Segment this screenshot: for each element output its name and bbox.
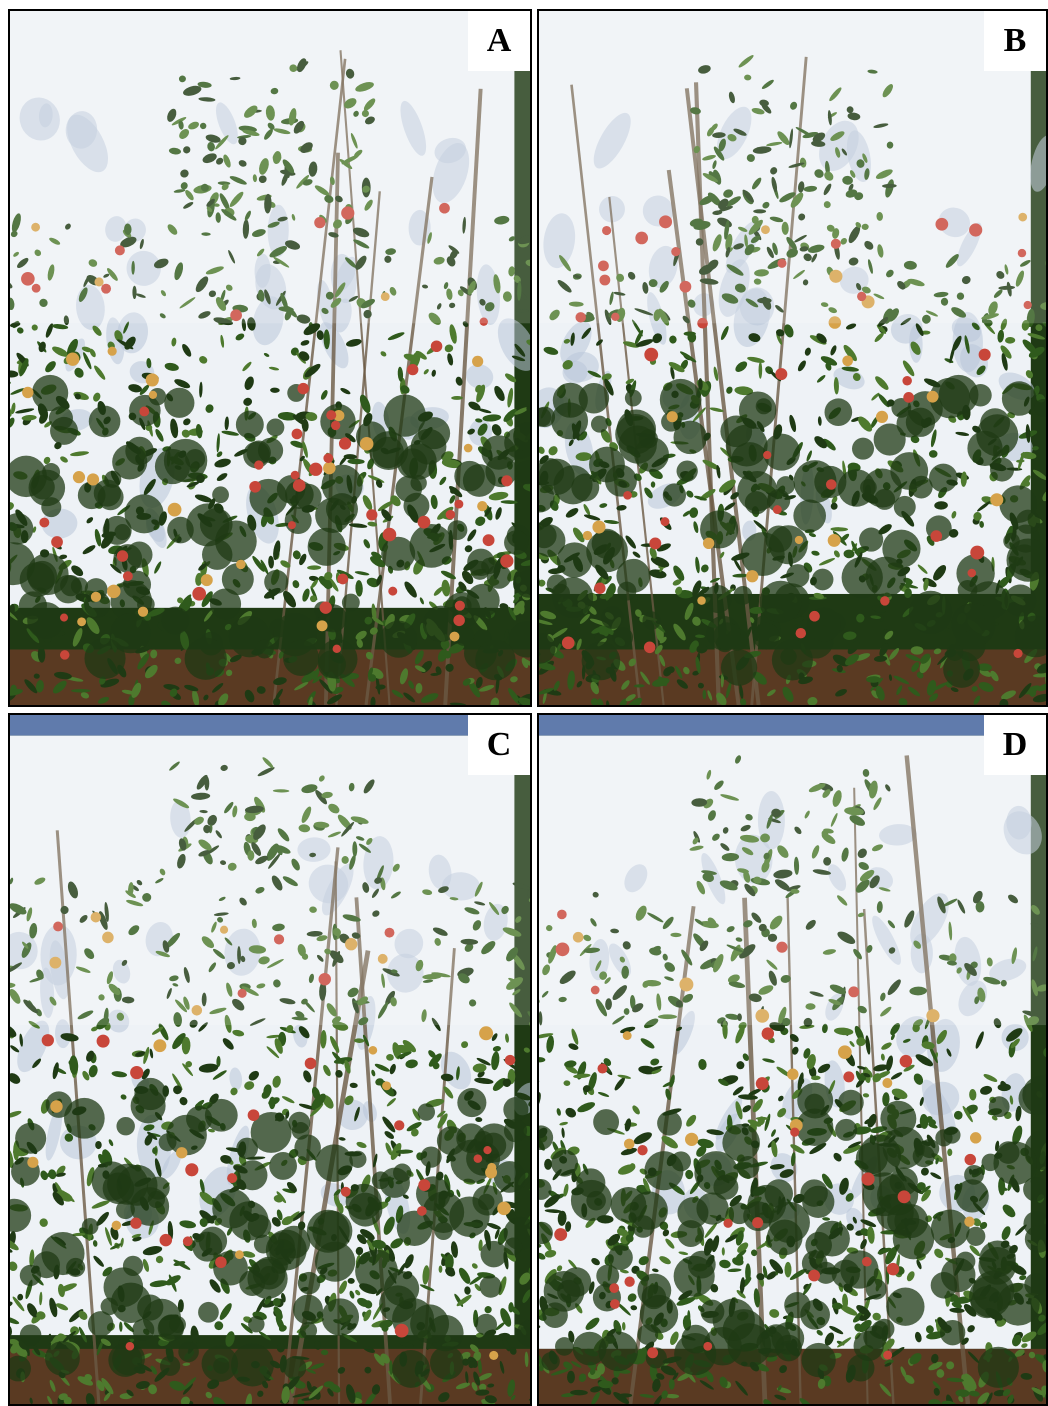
photo-panel-d: D [537, 713, 1048, 1406]
apple-tree-photo-c [10, 715, 530, 1404]
apple-tree-photo-b [539, 11, 1046, 705]
photo-panel-b: B [537, 9, 1048, 707]
panel-label-d: D [984, 715, 1046, 775]
photo-panel-a: A [8, 9, 532, 707]
panel-label-a: A [468, 11, 530, 71]
panel-label-c: C [468, 715, 530, 775]
photo-panel-c: C [8, 713, 532, 1406]
panel-label-b: B [984, 11, 1046, 71]
apple-tree-photo-d [539, 715, 1046, 1404]
apple-tree-photo-a [10, 11, 530, 705]
